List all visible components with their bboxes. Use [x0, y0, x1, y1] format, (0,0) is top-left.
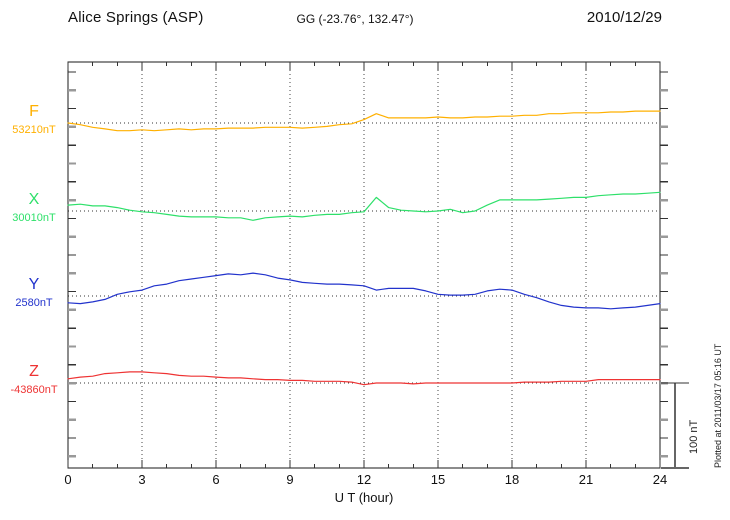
x-tick-label-3: 3 — [138, 472, 146, 487]
trace-z — [67, 371, 661, 386]
trace-label-y: Y 2580nT — [2, 277, 66, 309]
trace-label-z: Z -43860nT — [2, 364, 66, 396]
trace-y — [67, 272, 661, 310]
trace-baseline-value-y: 2580nT — [15, 297, 53, 309]
station-title: Alice Springs (ASP) — [68, 9, 204, 26]
x-tick-label-0: 0 — [64, 472, 72, 487]
trace-letter-x: X — [28, 191, 40, 208]
x-tick-label-6: 6 — [212, 472, 220, 487]
x-tick-label-15: 15 — [430, 472, 446, 487]
trace-x — [67, 191, 661, 221]
plot-date: 2010/12/29 — [586, 9, 662, 26]
trace-letter-y: Y — [28, 276, 40, 293]
x-tick-label-9: 9 — [286, 472, 294, 487]
trace-baseline-value-f: 53210nT — [12, 124, 56, 136]
trace-f — [67, 110, 661, 132]
x-tick-label-12: 12 — [356, 472, 372, 487]
scale-bar — [661, 382, 689, 469]
x-tick-label-18: 18 — [504, 472, 520, 487]
geographic-coords: GG (-23.76°, 132.47°) — [296, 12, 414, 26]
x-axis-title: U T (hour) — [334, 490, 394, 505]
trace-letter-f: F — [29, 103, 39, 120]
trace-baseline-value-x: 30010nT — [12, 212, 56, 224]
hour-ticks — [67, 62, 661, 468]
trace-baseline-value-z: -43860nT — [10, 384, 58, 396]
trace-label-f: F 53210nT — [2, 104, 66, 136]
gridlines — [68, 62, 660, 468]
scale-bar-label: 100 nT — [688, 419, 700, 454]
amplitude-ticks — [68, 71, 668, 458]
trace-letter-z: Z — [29, 363, 39, 380]
x-tick-label-21: 21 — [578, 472, 594, 487]
x-tick-label-24: 24 — [652, 472, 668, 487]
trace-label-x: X 30010nT — [2, 192, 66, 224]
plotted-at-note: Plotted at 2011/03/17 05:16 UT — [713, 343, 723, 468]
